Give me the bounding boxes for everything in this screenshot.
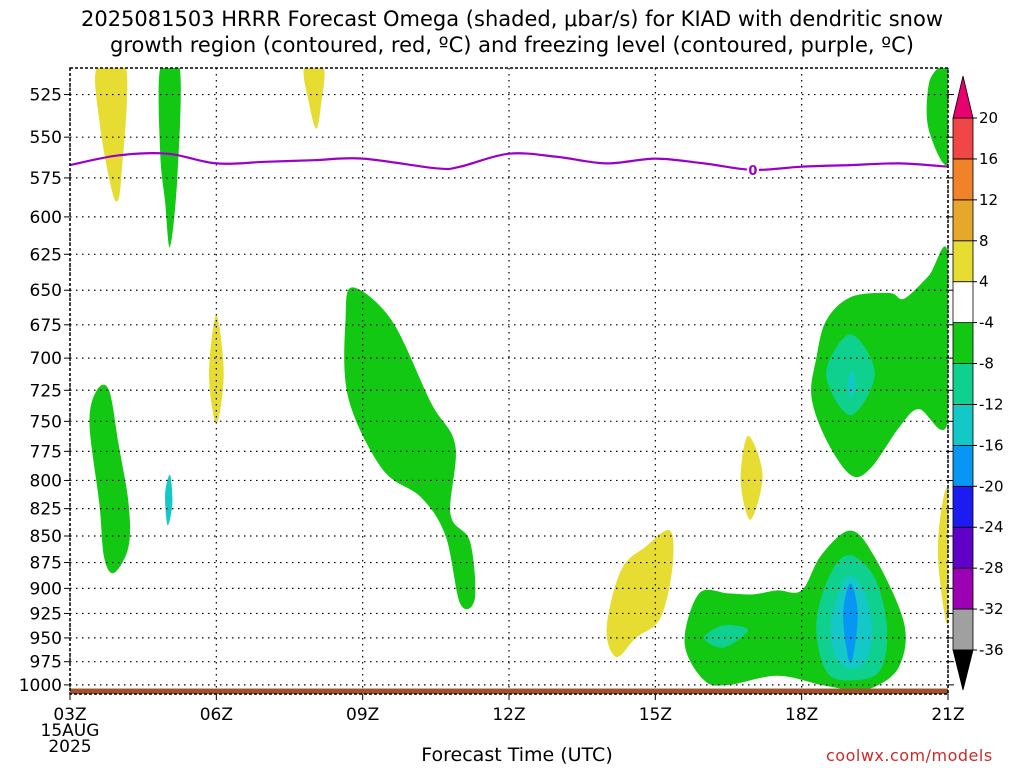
x-tick-label-5: 18Z: [785, 705, 818, 725]
omega-region-8: [89, 384, 131, 574]
contour-layer: 0: [70, 151, 948, 694]
omega-region-13: [704, 624, 748, 648]
colorbar-swatch-8: [952, 322, 974, 364]
y-tick-label-13: 850: [30, 527, 62, 547]
x-tick-label-6: 21Z: [931, 705, 964, 725]
omega-region-10: [811, 246, 948, 478]
y-tick-label-2: 575: [30, 169, 62, 189]
x-tick-label-2: 09Z: [346, 705, 379, 725]
x-date-label-1: 2025: [48, 737, 91, 757]
colorbar-swatch-7: [952, 363, 974, 405]
colorbar-swatch-11: [952, 199, 974, 242]
freezing-level-label: 0: [748, 164, 757, 179]
x-axis-label: Forecast Time (UTC): [421, 744, 613, 766]
y-tick-label-1: 550: [30, 128, 62, 148]
colorbar-label-5: -4: [979, 314, 994, 332]
y-tick-label-16: 925: [30, 604, 62, 624]
omega-region-5: [606, 530, 674, 658]
chart-title: 2025081503 HRRR Forecast Omega (shaded, …: [0, 6, 1024, 58]
grid-layer: [69, 68, 949, 694]
colorbar-swatch-12: [952, 158, 974, 201]
colorbar-label-12: -32: [979, 600, 1004, 618]
y-tick-label-5: 650: [30, 281, 62, 301]
y-tick-label-7: 700: [30, 349, 62, 369]
colorbar-swatch-5: [952, 444, 974, 487]
omega-region-16: [843, 583, 858, 663]
colorbar-swatch-6: [952, 404, 974, 446]
y-tick-label-11: 800: [30, 471, 62, 491]
freezing-level-line: [70, 151, 948, 172]
omega-region-4: [937, 487, 948, 625]
credit-link[interactable]: coolwx.com/models: [826, 746, 993, 765]
y-tick-label-4: 625: [30, 245, 62, 265]
y-tick-label-17: 950: [30, 629, 62, 649]
colorbar-swatch-13: [952, 117, 974, 160]
omega-region-3: [740, 435, 763, 520]
colorbar-label-11: -28: [979, 559, 1004, 577]
omega-region-9: [344, 287, 476, 610]
x-tick-label-4: 15Z: [639, 705, 672, 725]
colorbar-swatch-9: [952, 281, 974, 324]
colorbar: 20 16 12 8 4 -4 -8 -12 -16 -20 -24 -28 -32 -36: [952, 75, 1004, 691]
x-tick-label-1: 06Z: [200, 705, 233, 725]
colorbar-label-2: 12: [979, 191, 998, 209]
colorbar-label-6: -8: [979, 355, 994, 373]
colorbar-label-0: 20: [979, 109, 998, 127]
y-tick-label-14: 875: [30, 554, 62, 574]
colorbar-label-4: 4: [979, 273, 989, 291]
omega-region-6: [158, 68, 181, 247]
x-date-label-0: 15AUG: [41, 721, 100, 741]
ground-band: [70, 688, 948, 694]
y-tick-label-10: 775: [30, 442, 62, 462]
colorbar-swatch-2: [952, 567, 974, 610]
y-tick-label-0: 525: [30, 86, 62, 106]
omega-region-0: [95, 68, 128, 202]
omega-region-17: [165, 474, 173, 526]
omega-region-1: [303, 68, 325, 129]
x-tick-label-0: 03Z: [53, 705, 86, 725]
axes-layer: 525 550 575 600 625 650 675 700 725 750 775 800 825 8…: [19, 86, 965, 757]
colorbar-arrow-bottom: [952, 649, 974, 691]
y-tick-label-6: 675: [30, 316, 62, 336]
y-tick-label-8: 725: [30, 381, 62, 401]
y-tick-label-9: 750: [30, 412, 62, 432]
colorbar-swatch-3: [952, 526, 974, 569]
colorbar-label-9: -20: [979, 477, 1004, 495]
colorbar-arrow-top: [952, 75, 974, 119]
omega-region-18: [847, 371, 856, 397]
omega-shading-layer: [89, 68, 948, 690]
y-tick-label-3: 600: [30, 208, 62, 228]
colorbar-label-10: -24: [979, 518, 1004, 536]
y-tick-label-12: 825: [30, 500, 62, 520]
chart-title-line2: growth region (contoured, red, ºC) and f…: [110, 33, 914, 57]
colorbar-label-8: -16: [979, 436, 1004, 454]
colorbar-label-7: -12: [979, 395, 1004, 413]
y-tick-label-15: 900: [30, 579, 62, 599]
y-tick-label-18: 975: [30, 653, 62, 673]
chart-title-line1: 2025081503 HRRR Forecast Omega (shaded, …: [80, 7, 944, 31]
colorbar-swatch-10: [952, 240, 974, 283]
colorbar-label-13: -36: [979, 641, 1004, 659]
colorbar-label-3: 8: [979, 232, 989, 250]
colorbar-swatch-4: [952, 485, 974, 528]
omega-region-7: [926, 68, 948, 166]
x-tick-label-3: 12Z: [492, 705, 525, 725]
colorbar-swatch-1: [952, 608, 974, 651]
colorbar-label-1: 16: [979, 150, 998, 168]
freezing-level-label-bg: [746, 160, 759, 177]
y-tick-label-19: 1000: [19, 676, 62, 696]
